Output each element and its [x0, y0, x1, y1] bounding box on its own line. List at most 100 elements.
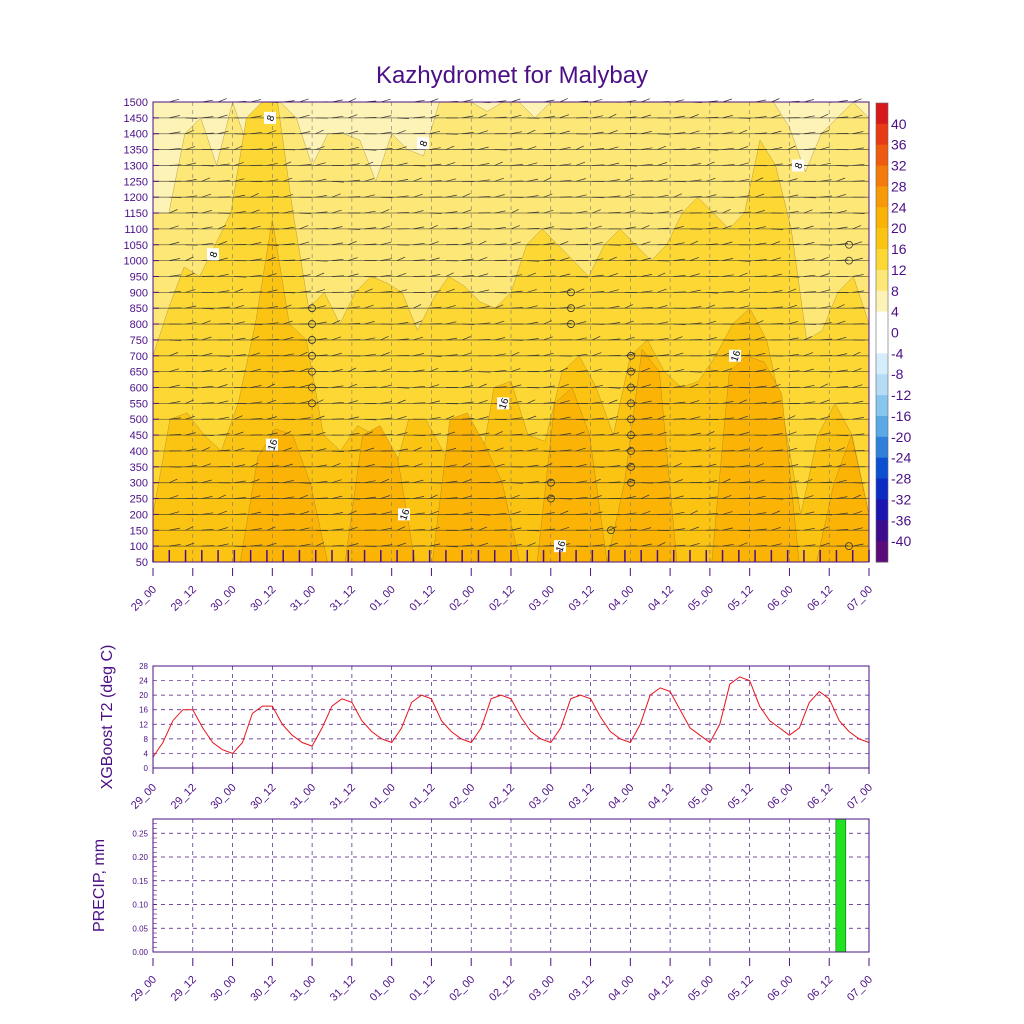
- wind-barb: [348, 498, 361, 500]
- wind-barb: [266, 289, 278, 293]
- wind-barb: [185, 387, 198, 389]
- wind-barb: [299, 290, 312, 293]
- y-tick-label: 850: [130, 303, 148, 315]
- wind-barb: [543, 545, 556, 547]
- wind-barb: [673, 225, 684, 230]
- wind-barb: [608, 465, 621, 468]
- wind-barb: [201, 165, 214, 167]
- wind-barb: [576, 276, 589, 278]
- wind-barb: [543, 177, 552, 182]
- wind-barb: [218, 449, 230, 452]
- wind-barb: [397, 305, 408, 309]
- wind-barb: [527, 305, 538, 309]
- colorbar-swatch: [876, 520, 888, 542]
- wind-barb: [836, 369, 848, 373]
- wind-barb: [299, 417, 311, 420]
- wind-barb: [397, 448, 409, 452]
- calm-wind-circle: [567, 304, 575, 313]
- wind-barb: [608, 432, 620, 436]
- wind-barb: [755, 528, 767, 531]
- t2-y-tick-label: 8: [144, 735, 149, 744]
- wind-barb: [266, 432, 278, 436]
- wind-barb: [689, 449, 702, 452]
- wind-barb: [234, 194, 246, 198]
- y-tick-label: 700: [130, 351, 148, 363]
- wind-barb: [836, 304, 845, 309]
- wind-barb: [624, 336, 635, 341]
- wind-barb: [283, 243, 295, 246]
- wind-barb: [543, 495, 554, 499]
- colorbar-swatch: [876, 290, 888, 313]
- wind-barb: [478, 289, 489, 293]
- t2-x-tick-label: 29_00: [129, 782, 159, 812]
- wind-barb: [836, 165, 849, 167]
- wind-barb: [169, 258, 181, 261]
- wind-barb: [543, 275, 556, 277]
- wind-barb: [836, 116, 849, 119]
- wind-barb: [755, 402, 767, 404]
- wind-barb: [803, 466, 816, 468]
- wind-barb: [413, 177, 422, 182]
- wind-barb: [722, 478, 731, 484]
- wind-barb: [576, 353, 588, 357]
- wind-barb: [771, 179, 784, 182]
- colorbar-swatch: [876, 207, 888, 229]
- colorbar-label: 20: [891, 220, 907, 236]
- wind-barb: [445, 464, 457, 468]
- wind-barb: [462, 242, 473, 246]
- wind-barb: [380, 164, 393, 166]
- wind-barb: [283, 369, 295, 373]
- wind-barb: [787, 304, 798, 309]
- section-x-tick-label: 30_12: [248, 584, 278, 614]
- wind-barb: [527, 354, 540, 357]
- calm-wind-circle: [627, 351, 635, 360]
- wind-barb: [673, 495, 684, 499]
- wind-barb: [494, 386, 507, 388]
- calm-wind-circle: [547, 494, 555, 503]
- colorbar-swatch: [876, 228, 888, 250]
- wind-barb: [820, 465, 832, 468]
- wind-barb: [169, 434, 182, 436]
- wind-barb: [510, 494, 520, 499]
- wind-barb: [250, 274, 263, 277]
- wind-barb: [852, 351, 861, 357]
- wind-barb: [348, 400, 359, 404]
- wind-barb: [396, 130, 406, 135]
- wind-barb: [250, 225, 261, 230]
- wind-barb: [755, 226, 766, 230]
- wind-barb: [689, 383, 699, 388]
- wind-barb: [852, 433, 865, 436]
- wind-barb: [673, 323, 686, 326]
- colorbar-swatch: [876, 103, 888, 125]
- wind-barb: [657, 145, 667, 150]
- colorbar-swatch: [876, 165, 888, 187]
- precip-x-tick-label: 04_00: [606, 974, 636, 1004]
- wind-barb: [397, 387, 410, 389]
- wind-barb: [852, 225, 862, 230]
- wind-barb: [397, 211, 409, 214]
- wind-barb: [754, 336, 765, 341]
- wind-barb: [217, 510, 228, 515]
- wind-barb: [218, 290, 230, 293]
- wind-barb: [722, 368, 733, 372]
- wind-barb: [250, 401, 263, 404]
- wind-barb: [217, 114, 228, 119]
- wind-barb: [771, 416, 783, 420]
- wind-barb: [348, 146, 359, 150]
- wind-barb: [283, 116, 296, 119]
- wind-barb: [478, 542, 489, 547]
- wind-barb: [429, 224, 438, 230]
- wind-barb: [673, 479, 683, 484]
- wind-barb: [445, 370, 458, 373]
- wind-barb: [217, 241, 228, 246]
- t2-y-axis-label: XGBoost T2 (deg C): [99, 645, 116, 790]
- wind-barb: [803, 478, 813, 484]
- colorbar-label: -32: [891, 491, 911, 507]
- wind-barb: [169, 115, 180, 119]
- contour-label: 16: [729, 349, 743, 364]
- wind-barb: [787, 464, 799, 468]
- wind-barb: [218, 433, 230, 436]
- wind-barb: [738, 305, 750, 309]
- wind-barb: [738, 338, 751, 341]
- wind-barb: [510, 257, 522, 261]
